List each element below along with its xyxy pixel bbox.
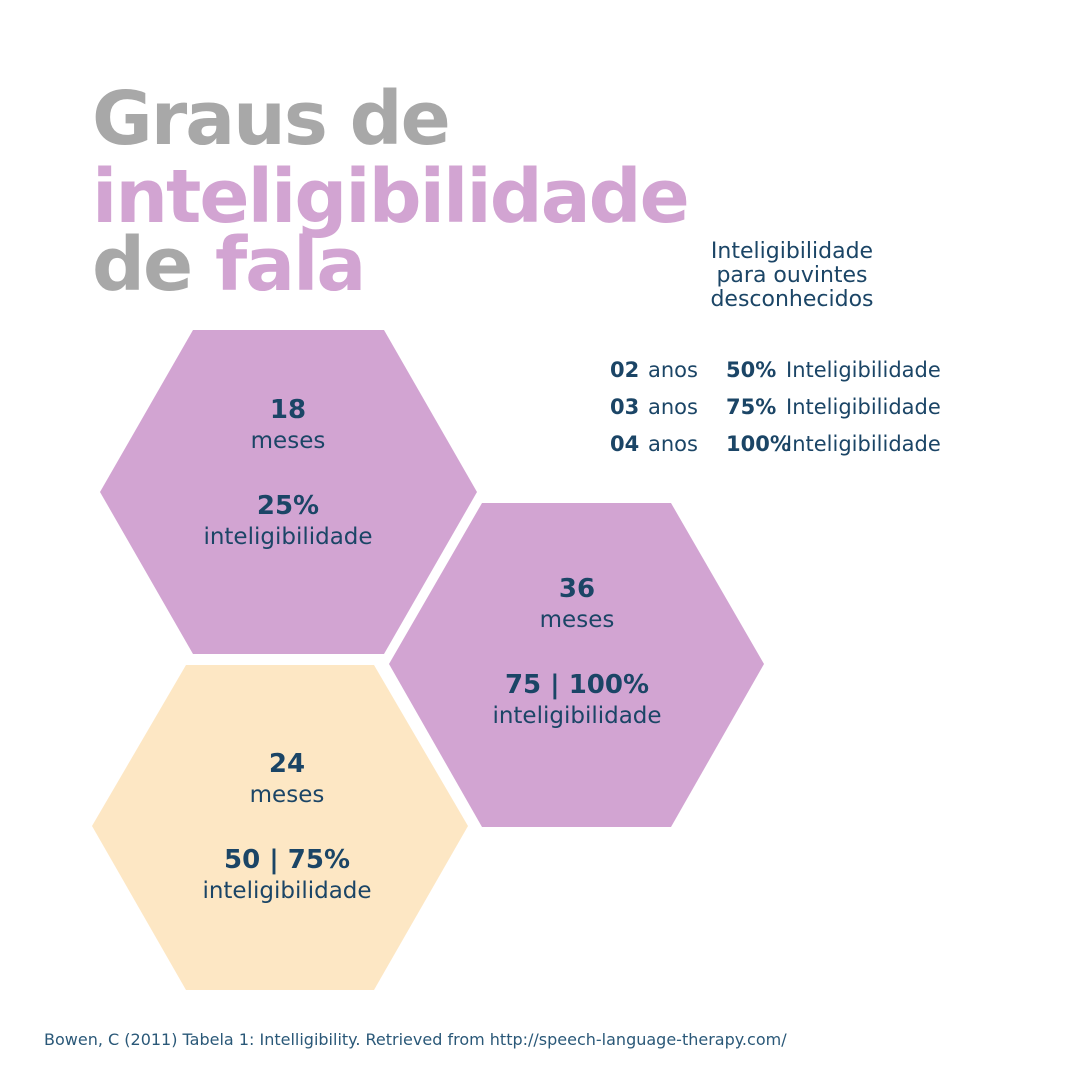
legend-row-label: Inteligibilidade <box>786 432 941 456</box>
legend-row-anos: anos <box>648 358 698 382</box>
hex-24-label: inteligibilidade <box>202 878 372 904</box>
hexagon-24-meses <box>92 665 468 990</box>
hex-36-age: 36 <box>558 574 596 604</box>
hexagon-36-meses <box>389 503 764 827</box>
hex-18-pct: 25% <box>256 491 320 521</box>
hex-36-pct: 75 | 100% <box>504 670 650 700</box>
legend-title: Inteligibilidade para ouvintes desconhec… <box>710 239 874 312</box>
hex-36-unit: meses <box>539 607 615 633</box>
title-word-de: de <box>92 222 193 308</box>
hex-18-label: inteligibilidade <box>203 524 373 550</box>
legend-row-num: 03 <box>610 395 640 419</box>
hex-18-text: 18 meses 25% inteligibilidade <box>203 394 372 552</box>
legend-row-anos: anos <box>648 395 698 419</box>
legend-row-num: 02 <box>610 358 640 382</box>
title-word-fala: fala <box>214 222 366 308</box>
hex-18-age: 18 <box>269 395 307 425</box>
hex-24-text: 24 meses 50 | 75% inteligibilidade <box>202 748 371 906</box>
title-line-1: Graus de <box>92 76 451 162</box>
title-line-3: de fala <box>92 228 366 302</box>
hex-24-age: 24 <box>268 749 306 779</box>
legend-row-pct: 75% <box>726 395 777 419</box>
hex-24-unit: meses <box>249 782 325 808</box>
legend-row-anos: anos <box>648 432 698 456</box>
hexagon-18-meses <box>100 330 477 654</box>
legend-row-label: Inteligibilidade <box>786 358 941 382</box>
hex-24-pct: 50 | 75% <box>223 845 350 875</box>
legend-row-pct: 50% <box>726 358 777 382</box>
legend-row-pct: 100% <box>726 432 791 456</box>
title-line-2: inteligibilidade <box>92 154 690 240</box>
legend-row-num: 04 <box>610 432 640 456</box>
legend-row-label: Inteligibilidade <box>786 395 941 419</box>
hex-36-text: 36 meses 75 | 100% inteligibilidade <box>492 573 661 731</box>
hex-36-label: inteligibilidade <box>492 703 662 729</box>
citation: Bowen, C (2011) Tabela 1: Intelligibilit… <box>44 1030 787 1049</box>
hex-18-unit: meses <box>250 428 326 454</box>
